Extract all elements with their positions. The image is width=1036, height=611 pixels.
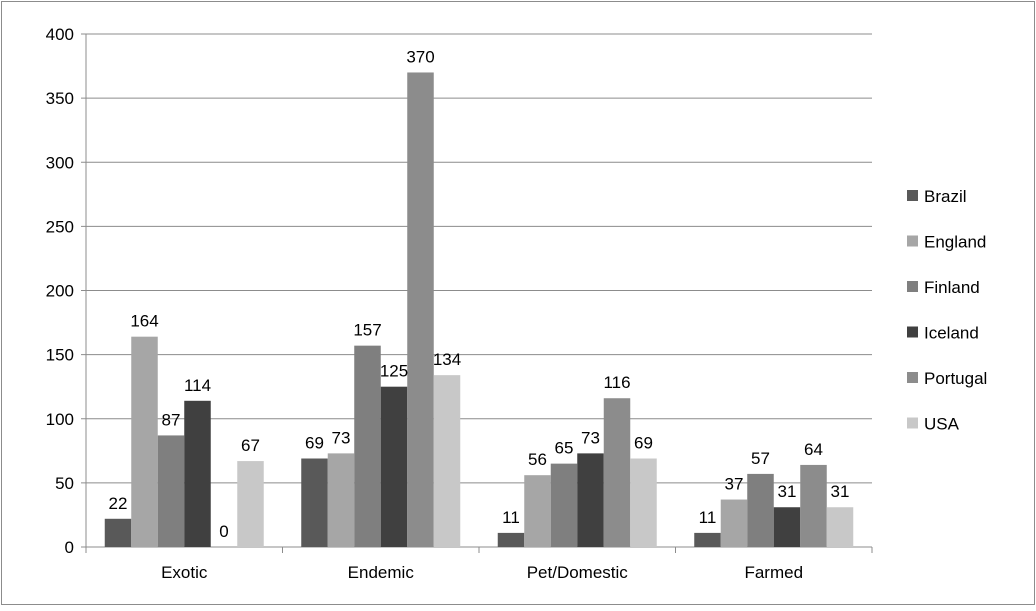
data-label-farmed-england: 37 <box>725 475 744 494</box>
bar-endemic-finland <box>354 345 381 547</box>
data-label-farmed-iceland: 31 <box>778 482 797 501</box>
data-label-pet-domestic-portugal: 116 <box>603 373 630 392</box>
bar-pet-domestic-portugal <box>603 398 631 547</box>
bar-pet-domestic-finland <box>550 463 578 547</box>
bar-exotic-finland <box>157 435 185 547</box>
axes: 0 50 100 150 200 250 300 350 400 Exotic Endemic Pet… <box>46 25 873 582</box>
bar-farmed-usa <box>826 507 854 547</box>
data-label-pet-domestic-usa: 69 <box>634 434 653 453</box>
bar-farmed-finland <box>747 473 774 547</box>
data-label-exotic-england: 164 <box>130 312 158 331</box>
bar-endemic-england <box>327 453 355 547</box>
data-label-pet-domestic-brazil: 11 <box>502 508 520 527</box>
y-tick-label-250: 250 <box>46 217 74 236</box>
data-label-endemic-iceland: 125 <box>380 362 408 381</box>
data-label-endemic-portugal: 370 <box>406 47 434 66</box>
data-label-farmed-brazil: 11 <box>699 508 717 527</box>
data-label-farmed-portugal: 64 <box>804 440 823 459</box>
data-label-exotic-usa: 67 <box>241 436 260 455</box>
y-tick-label-100: 100 <box>46 410 74 429</box>
legend-label-portugal: Portugal <box>924 369 987 388</box>
bar-exotic-usa <box>237 461 264 547</box>
legend-label-usa: USA <box>924 415 960 434</box>
data-label-endemic-finland: 157 <box>353 321 381 340</box>
gridlines <box>86 33 872 484</box>
x-tick-label-farmed: Farmed <box>744 563 803 582</box>
bars <box>104 72 854 547</box>
bar-farmed-brazil <box>694 532 721 547</box>
bar-endemic-brazil <box>301 458 328 547</box>
bar-endemic-portugal <box>407 72 434 547</box>
legend-swatch-brazil <box>907 190 918 201</box>
bar-pet-domestic-brazil <box>497 532 525 547</box>
data-label-exotic-finland: 87 <box>162 410 181 429</box>
y-tick-label-50: 50 <box>55 474 74 493</box>
y-tick-label-150: 150 <box>46 346 74 365</box>
bar-farmed-portugal <box>800 464 827 547</box>
legend-label-england: England <box>924 233 986 252</box>
data-label-endemic-usa: 134 <box>433 350 461 369</box>
bar-exotic-brazil <box>104 518 132 547</box>
bar-farmed-england <box>720 499 748 547</box>
bar-pet-domestic-england <box>524 475 551 547</box>
y-tick-label-300: 300 <box>46 153 74 172</box>
data-label-pet-domestic-iceland: 73 <box>581 428 600 447</box>
data-label-exotic-brazil: 22 <box>109 494 128 513</box>
legend: Brazil England Finland Iceland Portugal USA <box>907 187 987 434</box>
y-tick-label-350: 350 <box>46 89 74 108</box>
x-tick-label-endemic: Endemic <box>348 563 415 582</box>
data-label-pet-domestic-finland: 65 <box>555 439 574 458</box>
bar-exotic-iceland <box>184 400 211 547</box>
legend-swatch-usa <box>907 417 918 429</box>
bar-exotic-england <box>131 336 158 547</box>
data-label-pet-domestic-england: 56 <box>528 450 547 469</box>
bar-farmed-iceland <box>773 507 801 547</box>
legend-label-iceland: Iceland <box>924 324 979 343</box>
y-tick-label-0: 0 <box>65 538 74 557</box>
legend-label-brazil: Brazil <box>924 187 967 206</box>
bar-pet-domestic-usa <box>630 458 657 547</box>
data-label-endemic-brazil: 69 <box>305 434 324 453</box>
x-tick-label-pet-domestic: Pet/Domestic <box>527 563 629 582</box>
y-tick-label-200: 200 <box>46 282 74 301</box>
legend-swatch-portugal <box>907 372 918 383</box>
legend-swatch-iceland <box>907 326 918 338</box>
legend-swatch-finland <box>907 281 918 292</box>
legend-swatch-england <box>907 235 918 247</box>
data-label-endemic-england: 73 <box>332 428 351 447</box>
bar-pet-domestic-iceland <box>577 453 604 547</box>
data-label-exotic-portugal: 0 <box>219 522 228 541</box>
data-label-farmed-usa: 31 <box>831 482 850 501</box>
y-tick-label-400: 400 <box>46 25 74 44</box>
legend-label-finland: Finland <box>924 278 980 297</box>
x-tick-label-exotic: Exotic <box>161 563 208 582</box>
data-label-exotic-iceland: 114 <box>184 376 211 395</box>
bar-endemic-usa <box>433 375 461 547</box>
bar-endemic-iceland <box>380 386 408 547</box>
data-label-farmed-finland: 57 <box>751 449 770 468</box>
